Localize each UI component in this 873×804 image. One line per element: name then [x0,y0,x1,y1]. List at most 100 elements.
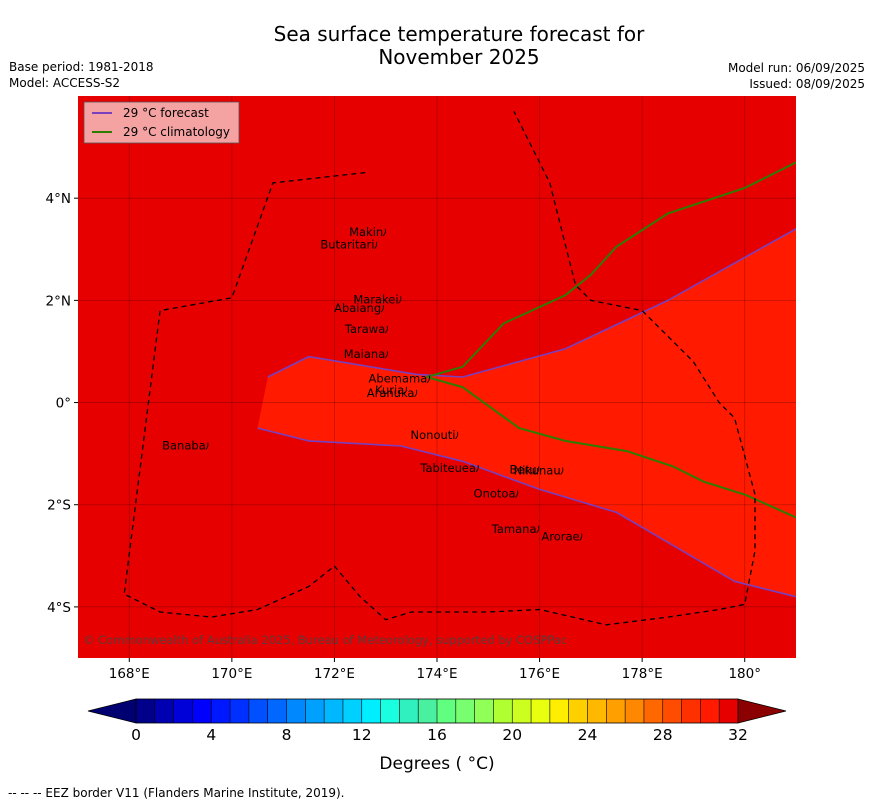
x-tick-label-0: 168°E [109,666,150,682]
island-label-4: Tarawa [344,322,385,336]
chart-title-line-2: November 2025 [378,45,540,69]
model-text: Model: ACCESS-S2 [9,76,121,90]
colorbar-label: Degrees ( °C) [379,754,494,774]
x-tick-label-2: 172°E [314,666,355,682]
colorbar-segment-28 [662,699,682,723]
x-tick-label-3: 174°E [416,666,457,682]
colorbar-segment-2 [173,699,193,723]
colorbar-segment-20 [512,699,532,723]
model-run-text: Model run: 06/09/2025 [727,61,865,75]
colorbar-tick-label-2: 8 [282,726,292,744]
island-label-12: Beru [510,462,537,476]
colorbar-segment-10 [324,699,344,723]
island-shape-3 [380,304,384,313]
legend-label-1: 29 °C climatology [123,125,230,139]
colorbar-tick-label-8: 32 [728,726,748,744]
island-shape-0 [382,228,386,237]
legend-label-0: 29 °C forecast [123,106,209,120]
island-shape-14 [515,490,519,498]
colorbar-segment-6 [248,699,268,723]
colorbar-segment-19 [493,699,513,723]
series-line-3 [426,376,796,519]
y-tick-label-1: 2°N [46,293,71,309]
eez-border-footnote: -- -- -- EEZ border V11 (Flanders Marine… [8,786,345,800]
colorbar-tick-label-4: 16 [427,726,447,744]
copyright-text: © Commonwealth of Australia 2025, Bureau… [83,633,567,647]
colorbar-segment-11 [342,699,363,723]
colorbar-segment-24 [587,699,607,723]
colorbar-segment-21 [531,699,551,723]
colorbar-segment-27 [643,699,664,723]
island-label-5: Maiana [344,347,386,361]
colorbar-segment-5 [230,699,250,723]
y-tick-label-3: 2°S [47,498,71,514]
colorbar-segment-8 [286,699,306,723]
colorbar-segment-9 [305,699,325,723]
island-shape-10 [205,442,209,450]
colorbar-frame [135,698,739,724]
colorbar-segment-16 [437,699,457,723]
legend-box [83,101,240,144]
colorbar-tick-label-3: 12 [352,726,372,744]
colorbar-segment-0 [136,699,156,723]
island-label-15: Tamana [491,522,537,536]
colorbar-segment-1 [154,699,174,723]
colorbar-segment-23 [568,699,588,723]
island-label-0: Makin [349,225,383,239]
colorbar-segment-18 [474,699,494,723]
colorbar-segment-31 [719,699,739,723]
island-label-9: Nonouti [411,428,456,442]
colorbar-segment-25 [606,699,626,723]
sst-warm-tongue-28-29 [257,228,796,597]
y-tick-label-4: 4°S [47,600,71,616]
y-tick-label-2: 0° [56,396,71,412]
colorbar-segment-3 [192,699,212,723]
colorbar-tick-label-1: 4 [206,726,216,744]
island-shape-4 [384,325,388,334]
colorbar-segment-30 [700,699,720,723]
island-shape-6 [426,375,431,383]
colorbar-tick-label-7: 28 [653,726,673,744]
island-label-6: Abemama [369,372,428,386]
island-label-3: Abaiang [334,301,381,315]
x-tick-label-1: 170°E [211,666,252,682]
island-label-14: Onotoa [474,487,516,501]
y-tick-label-0: 4°N [46,191,71,207]
island-label-13: Nikunau [514,464,561,478]
colorbar-segment-14 [399,699,419,723]
colorbar-segment-7 [267,699,287,723]
colorbar-tick-label-6: 24 [578,726,598,744]
island-shape-11 [475,464,479,473]
island-label-11: Tabiteuea [419,461,476,475]
colorbar-segment-12 [361,699,381,723]
x-tick-label-6: 180° [728,666,761,682]
colorbar-segment-13 [380,699,400,723]
island-shape-1 [374,241,378,250]
island-label-16: Arorae [541,529,579,543]
island-label-10: Banaba [162,438,206,452]
legend: 29 °C forecast 29 °C climatology [83,101,240,144]
colorbar-tick-label-0: 0 [131,726,141,744]
colorbar: 0 4 8 12 16 20 24 28 32 Degrees ( °C) [87,698,787,774]
island-shape-5 [384,350,388,359]
colorbar-segment-26 [625,699,645,723]
island-shape-2 [398,296,402,304]
colorbar-tick-label-5: 20 [502,726,522,744]
colorbar-over-arrow [737,698,787,724]
chart-title-line-1: Sea surface temperature forecast for [273,22,645,46]
eez-border-line [123,111,756,626]
colorbar-segment-17 [455,699,475,723]
island-shape-12 [536,466,540,474]
colorbar-segment-29 [681,699,701,723]
island-shape-9 [455,431,459,440]
issued-text: Issued: 08/09/2025 [749,77,865,91]
island-label-8: Aranuka [367,386,415,400]
series-line-2 [426,161,796,378]
island-shape-8 [414,389,418,398]
colorbar-segment-15 [418,699,438,723]
island-shape-7 [403,386,407,395]
x-tick-label-4: 176°E [519,666,560,682]
base-period-text: Base period: 1981-2018 [9,60,154,74]
